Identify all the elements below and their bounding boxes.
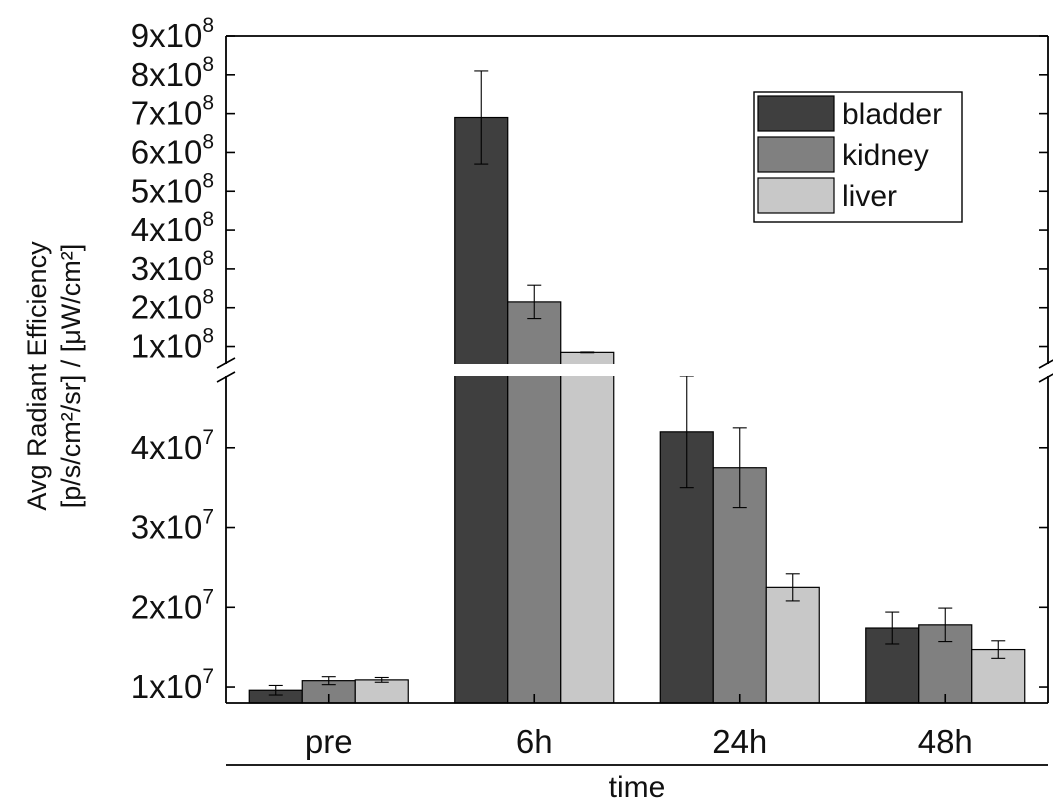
legend-label-liver: liver xyxy=(842,180,897,213)
axis-break-gap xyxy=(222,364,1052,376)
y-tick-label-exponent: 8 xyxy=(202,14,214,37)
y-tick-label-exponent: 7 xyxy=(202,585,214,608)
bar-kidney-48h xyxy=(918,624,973,704)
break-mark-left-2 xyxy=(216,371,236,383)
y-tick-label-exponent: 7 xyxy=(202,426,214,449)
y-tick-label: 3x107 xyxy=(131,506,214,546)
x-tick-label-24h: 24h xyxy=(712,723,767,760)
y-tick-label: 5x108 xyxy=(131,169,214,209)
y-tick-label: 4x108 xyxy=(131,208,214,248)
bar-liver-pre xyxy=(354,679,409,704)
legend-swatch-kidney xyxy=(757,136,835,173)
y-tick-label-exponent: 8 xyxy=(202,92,214,115)
x-tick-label-pre: pre xyxy=(305,723,353,760)
x-tick-label-48h: 48h xyxy=(918,723,973,760)
bar-kidney-6h xyxy=(507,301,562,704)
y-axis-label-line1: Avg Radiant Efficiency xyxy=(22,241,52,511)
y-tick-label-exponent: 8 xyxy=(202,286,214,309)
y-tick-label-exponent: 8 xyxy=(202,208,214,231)
y-tick-label: 3x108 xyxy=(131,247,214,287)
bar-bladder-6h xyxy=(454,116,509,704)
bar-liver-24h xyxy=(765,586,820,704)
legend-swatch-bladder xyxy=(757,95,835,132)
bar-liver-6h xyxy=(560,351,615,704)
y-tick-label: 1x108 xyxy=(131,325,214,365)
break-mark-right-1 xyxy=(1038,359,1053,369)
legend-label-bladder: bladder xyxy=(842,98,942,131)
y-tick-label-exponent: 8 xyxy=(202,247,214,270)
axes-layer: 1x1082x1083x1084x1085x1086x1087x1088x108… xyxy=(131,14,1053,766)
y-tick-label-exponent: 7 xyxy=(202,665,214,688)
y-tick-label-exponent: 7 xyxy=(202,506,214,529)
y-tick-label-exponent: 8 xyxy=(202,53,214,76)
break-mark-right-2 xyxy=(1038,373,1053,383)
y-tick-label-exponent: 8 xyxy=(202,169,214,192)
y-tick-label: 9x108 xyxy=(131,14,214,54)
y-tick-label: 1x107 xyxy=(131,665,214,705)
y-axis-label-line2: [p/s/cm²/sr] / [μW/cm²] xyxy=(56,244,86,509)
y-tick-label: 7x108 xyxy=(131,92,214,132)
y-tick-label: 2x108 xyxy=(131,286,214,326)
y-tick-label: 6x108 xyxy=(131,130,214,170)
y-tick-label: 2x107 xyxy=(131,585,214,625)
x-axis-label: time xyxy=(609,771,666,803)
y-tick-label: 4x107 xyxy=(131,426,214,466)
legend: bladder kidney liver xyxy=(753,91,963,223)
legend-label-kidney: kidney xyxy=(842,139,929,172)
y-tick-label-exponent: 8 xyxy=(202,325,214,348)
legend-swatch-liver xyxy=(757,177,835,214)
break-mark-left-1 xyxy=(216,357,236,369)
x-tick-label-6h: 6h xyxy=(516,723,553,760)
y-tick-label: 8x108 xyxy=(131,53,214,93)
bars-layer xyxy=(248,70,1026,704)
y-tick-label-exponent: 8 xyxy=(202,130,214,153)
axis-break-layer xyxy=(222,364,1052,376)
